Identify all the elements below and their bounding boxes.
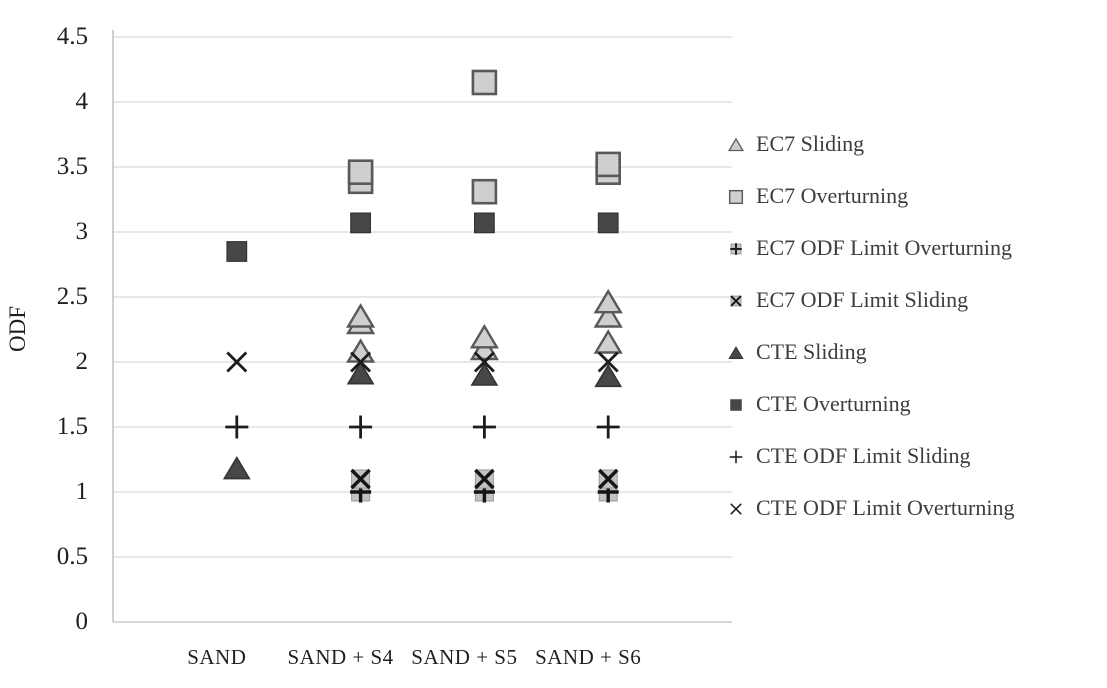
x-category-label: SAND	[187, 645, 247, 669]
x-category-label: SAND + S4	[287, 645, 394, 669]
square-light-legend-glyph	[728, 189, 744, 205]
cte-odf-limit-overturning-point	[350, 351, 372, 373]
triangle-light-icon	[727, 137, 745, 152]
triangle-dark-icon	[728, 346, 744, 359]
cte-sliding-point	[222, 456, 251, 480]
legend-label: CTE ODF Limit Overturning	[756, 495, 1015, 520]
cte-overturning-point	[474, 212, 495, 234]
legend-label: EC7 ODF Limit Overturning	[756, 235, 1013, 260]
triangle-dark-legend-glyph	[728, 346, 744, 359]
cte-overturning-point	[350, 212, 371, 234]
plus-square-legend-glyph	[730, 243, 742, 255]
ec7-sliding-point	[593, 303, 623, 328]
legend-item-ec7-overturning: EC7 Overturning	[722, 170, 1014, 222]
cte-odf-limit-sliding-point	[596, 415, 620, 439]
plus-square-icon	[730, 243, 742, 255]
cte-odf-limit-overturning-point	[473, 351, 495, 373]
ec7-overturning-point	[471, 178, 498, 205]
legend-item-cte-odf-limit-overturning: CTE ODF Limit Overturning	[722, 482, 1014, 534]
legend-item-cte-odf-limit-sliding: CTE ODF Limit Sliding	[722, 430, 1014, 482]
ec7-odf-limit-sliding-point	[474, 468, 495, 490]
y-tick-label: 0.5	[56, 543, 88, 570]
cte-odf-limit-sliding-point	[349, 415, 373, 439]
ec7-sliding-point	[345, 338, 376, 363]
y-tick-label: 0	[75, 608, 89, 635]
ec7-odf-limit-sliding-point	[597, 468, 619, 490]
ec7-sliding-point	[345, 303, 376, 328]
cte-sliding-point	[346, 361, 375, 385]
x-square-icon	[730, 295, 742, 307]
cte-sliding-point	[470, 362, 499, 386]
plus-icon	[729, 450, 743, 464]
legend-label: EC7 Sliding	[756, 131, 865, 156]
y-tick-label: 2.5	[56, 283, 88, 310]
square-dark-icon	[730, 399, 742, 411]
y-tick-label: 1	[75, 478, 89, 505]
legend: EC7 Sliding EC7 Overturning EC7 ODF Limit …	[722, 118, 1014, 534]
y-tick-label: 1.5	[56, 413, 88, 440]
cte-odf-limit-overturning-point	[226, 351, 248, 373]
legend-item-cte-overturning: CTE Overturning	[722, 378, 1014, 430]
x-square-legend-glyph	[730, 295, 742, 307]
cte-odf-limit-sliding-point	[225, 415, 249, 439]
ec7-sliding-point	[469, 323, 500, 349]
x-category-label: SAND + S6	[535, 645, 642, 669]
legend-item-ec7-odf-limit-overturning: EC7 ODF Limit Overturning	[722, 222, 1014, 274]
ec7-sliding-point	[593, 329, 623, 354]
cte-odf-limit-sliding-point	[472, 415, 496, 439]
y-tick-label: 4	[75, 88, 89, 115]
legend-label: CTE Sliding	[756, 339, 867, 364]
y-tick-label: 4.5	[56, 23, 88, 50]
x-icon	[730, 503, 742, 515]
square-dark-legend-glyph	[730, 399, 742, 411]
square-light-icon	[728, 189, 744, 205]
x-category-label: SAND + S5	[411, 645, 518, 669]
triangle-light-legend-glyph	[727, 137, 745, 152]
cte-odf-limit-overturning-point	[597, 351, 619, 373]
x-legend-glyph	[730, 503, 742, 515]
legend-label: EC7 ODF Limit Sliding	[756, 287, 969, 312]
plus-legend-glyph	[729, 450, 743, 464]
ec7-overturning-point	[347, 159, 374, 185]
cte-overturning-point	[597, 212, 619, 234]
ec7-overturning-point	[471, 69, 498, 96]
legend-item-cte-sliding: CTE Sliding	[722, 326, 1014, 378]
ec7-odf-limit-sliding-point	[350, 468, 371, 490]
ec7-sliding-point	[593, 288, 623, 314]
cte-sliding-point	[594, 363, 623, 388]
y-tick-label: 2	[75, 348, 89, 375]
y-tick-label: 3	[75, 218, 89, 245]
cte-overturning-point	[226, 241, 248, 262]
legend-label: CTE Overturning	[756, 391, 911, 416]
legend-item-ec7-odf-limit-sliding: EC7 ODF Limit Sliding	[722, 274, 1014, 326]
legend-label: EC7 Overturning	[756, 183, 909, 208]
y-tick-label: 3.5	[56, 153, 88, 180]
ec7-overturning-point	[595, 151, 622, 178]
legend-label: CTE ODF Limit Sliding	[756, 443, 971, 468]
legend-item-ec7-sliding: EC7 Sliding	[722, 118, 1014, 170]
